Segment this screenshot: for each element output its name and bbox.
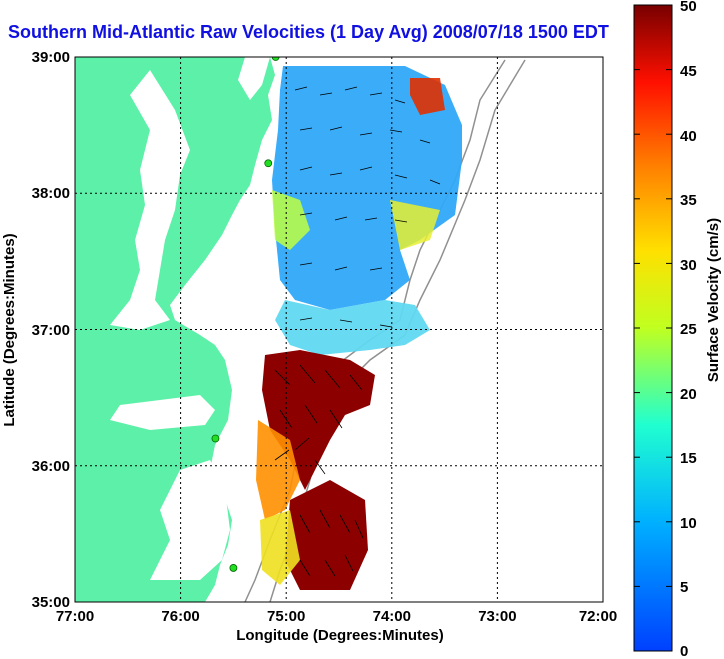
y-tick-label: 36:00 — [32, 458, 70, 475]
region-gulf-stream-edge — [256, 420, 300, 520]
plot-frame — [74, 56, 604, 603]
colorbar-tick-label: 25 — [680, 321, 697, 338]
velocity-arrows — [274, 86, 441, 577]
region-southern-jet — [285, 480, 368, 590]
colorbar-tick-label: 30 — [680, 257, 697, 274]
grid-lines — [75, 57, 603, 602]
x-tick-label: 75:00 — [267, 608, 305, 625]
colorbar-tick-label: 0 — [680, 643, 688, 659]
y-tick-label: 39:00 — [32, 49, 70, 66]
map-title: Southern Mid-Atlantic Raw Velocities (1 … — [8, 22, 609, 42]
x-tick-label: 76:00 — [161, 608, 199, 625]
y-tick-label: 37:00 — [32, 322, 70, 339]
velocity-field — [256, 66, 462, 590]
region-northern-shelf — [272, 66, 462, 310]
colorbar-tick-label: 5 — [680, 579, 688, 596]
station-marker — [211, 434, 220, 443]
colorbar-tick-label: 10 — [680, 515, 697, 532]
chesapeake-bay — [110, 70, 190, 330]
colorbar-tick-label: 20 — [680, 386, 697, 403]
colorbar-tick-label: 40 — [680, 128, 697, 145]
region-hotspot-north — [410, 78, 445, 115]
station-marker — [271, 57, 280, 61]
colorbar-tick-label: 45 — [680, 63, 697, 80]
pamlico-sound — [150, 460, 230, 580]
y-tick-label: 38:00 — [32, 185, 70, 202]
colorbar-tick-label: 50 — [680, 0, 697, 15]
x-tick-label: 72:00 — [579, 608, 617, 625]
x-tick-label: 74:00 — [373, 608, 411, 625]
region-shelf-warm-edge — [272, 190, 310, 250]
region-central-shelf — [275, 300, 430, 355]
delaware-bay — [238, 57, 270, 100]
x-tick-label: 73:00 — [478, 608, 516, 625]
colorbar-tick-label: 35 — [680, 192, 697, 209]
x-axis-title: Longitude (Degrees:Minutes) — [236, 627, 444, 644]
colorbar: 50 45 40 35 30 25 20 15 10 5 0 Surface V… — [633, 0, 722, 659]
colorbar-title: Surface Velocity (cm/s) — [705, 218, 722, 382]
y-axis-title: Latitude (Degrees:Minutes) — [1, 233, 18, 426]
station-markers — [211, 57, 280, 572]
station-marker — [264, 159, 273, 168]
x-tick-label: 77:00 — [56, 608, 94, 625]
y-axis: 39:00 38:00 37:00 36:00 35:00 Latitude (… — [1, 49, 70, 611]
x-axis: 77:00 76:00 75:00 74:00 73:00 72:00 Long… — [56, 608, 617, 644]
albemarle-sound — [110, 395, 215, 430]
region-shelf-warm-edge — [390, 200, 440, 250]
station-marker — [229, 564, 238, 572]
colorbar-tick-label: 15 — [680, 450, 697, 467]
region-southern-edge — [260, 510, 300, 585]
y-tick-label: 35:00 — [32, 594, 70, 611]
